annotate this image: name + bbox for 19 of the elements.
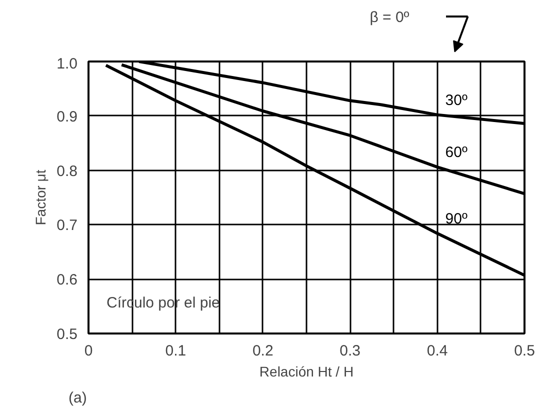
x-tick-label: 0.2: [252, 342, 274, 360]
series-label: 90º: [445, 210, 468, 228]
x-tick-label: 0.3: [340, 342, 361, 360]
text: β = 0º: [370, 9, 410, 26]
text: (a): [68, 390, 87, 406]
y-tick-label: 0.7: [56, 217, 78, 234]
y-tick-label: 0.8: [56, 162, 78, 180]
y-tick-label: 0.9: [56, 108, 78, 126]
y-axis-title: Factor μt: [32, 170, 49, 226]
x-tick-label: 0.4: [426, 342, 448, 360]
y-tick-label: 0.5: [56, 326, 78, 343]
x-tick-label: 0.5: [514, 342, 535, 360]
y-tick-label: 1.0: [56, 56, 78, 72]
series-label: 60º: [445, 144, 468, 162]
x-tick-label: 0.1: [165, 342, 186, 360]
x-tick-label: 0: [84, 342, 93, 360]
series-label: 30º: [445, 92, 468, 109]
x-axis-title: Relación Ht / H: [259, 364, 354, 380]
y-tick-label: 0.6: [56, 272, 78, 289]
